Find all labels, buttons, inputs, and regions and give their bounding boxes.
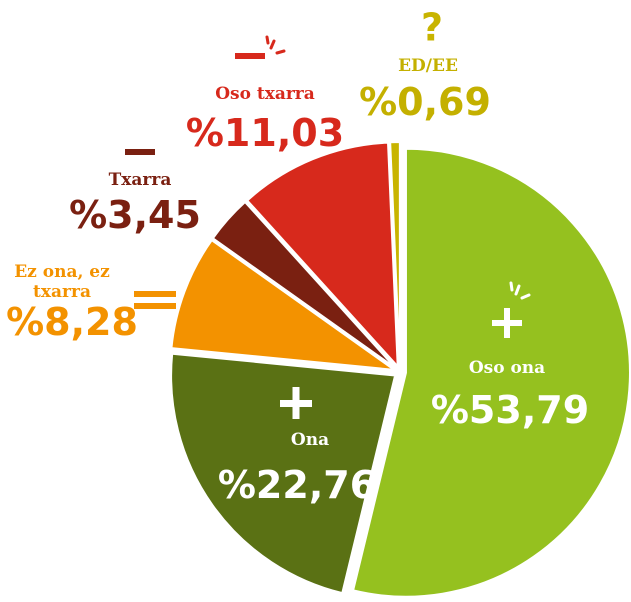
slice-value: %0,69 [359, 80, 491, 124]
icons: ? [125, 6, 531, 419]
pie-slice [211, 200, 397, 369]
plus-icon [504, 308, 510, 338]
slice-value: %11,03 [185, 111, 345, 155]
slice-name: Oso ona [468, 358, 546, 378]
equals-icon [134, 291, 176, 297]
question-icon: ? [421, 6, 443, 50]
pie-slice [170, 238, 399, 372]
slice-name: Txarra [108, 170, 172, 190]
slice-name: Oso txarra [215, 84, 315, 104]
pie-slice [245, 141, 399, 370]
slice-name: ED/EE [398, 56, 458, 76]
slice-value: %22,76 [217, 463, 377, 507]
pie-slice [389, 141, 401, 367]
equals-icon [134, 303, 176, 309]
spark-icon [509, 281, 531, 300]
minus-icon [235, 53, 265, 59]
slice-value: %53,79 [430, 388, 590, 432]
slice-name: Ez ona, ez txarra [14, 262, 110, 302]
slice-name: Ona [290, 430, 330, 450]
spark-icon [265, 35, 286, 55]
pie-slice [170, 352, 397, 595]
plus-icon [292, 387, 300, 419]
pie-slice [351, 147, 631, 598]
minus-icon [125, 149, 155, 155]
slice-value: %3,45 [69, 193, 201, 237]
slice-value: %8,28 [6, 300, 138, 344]
